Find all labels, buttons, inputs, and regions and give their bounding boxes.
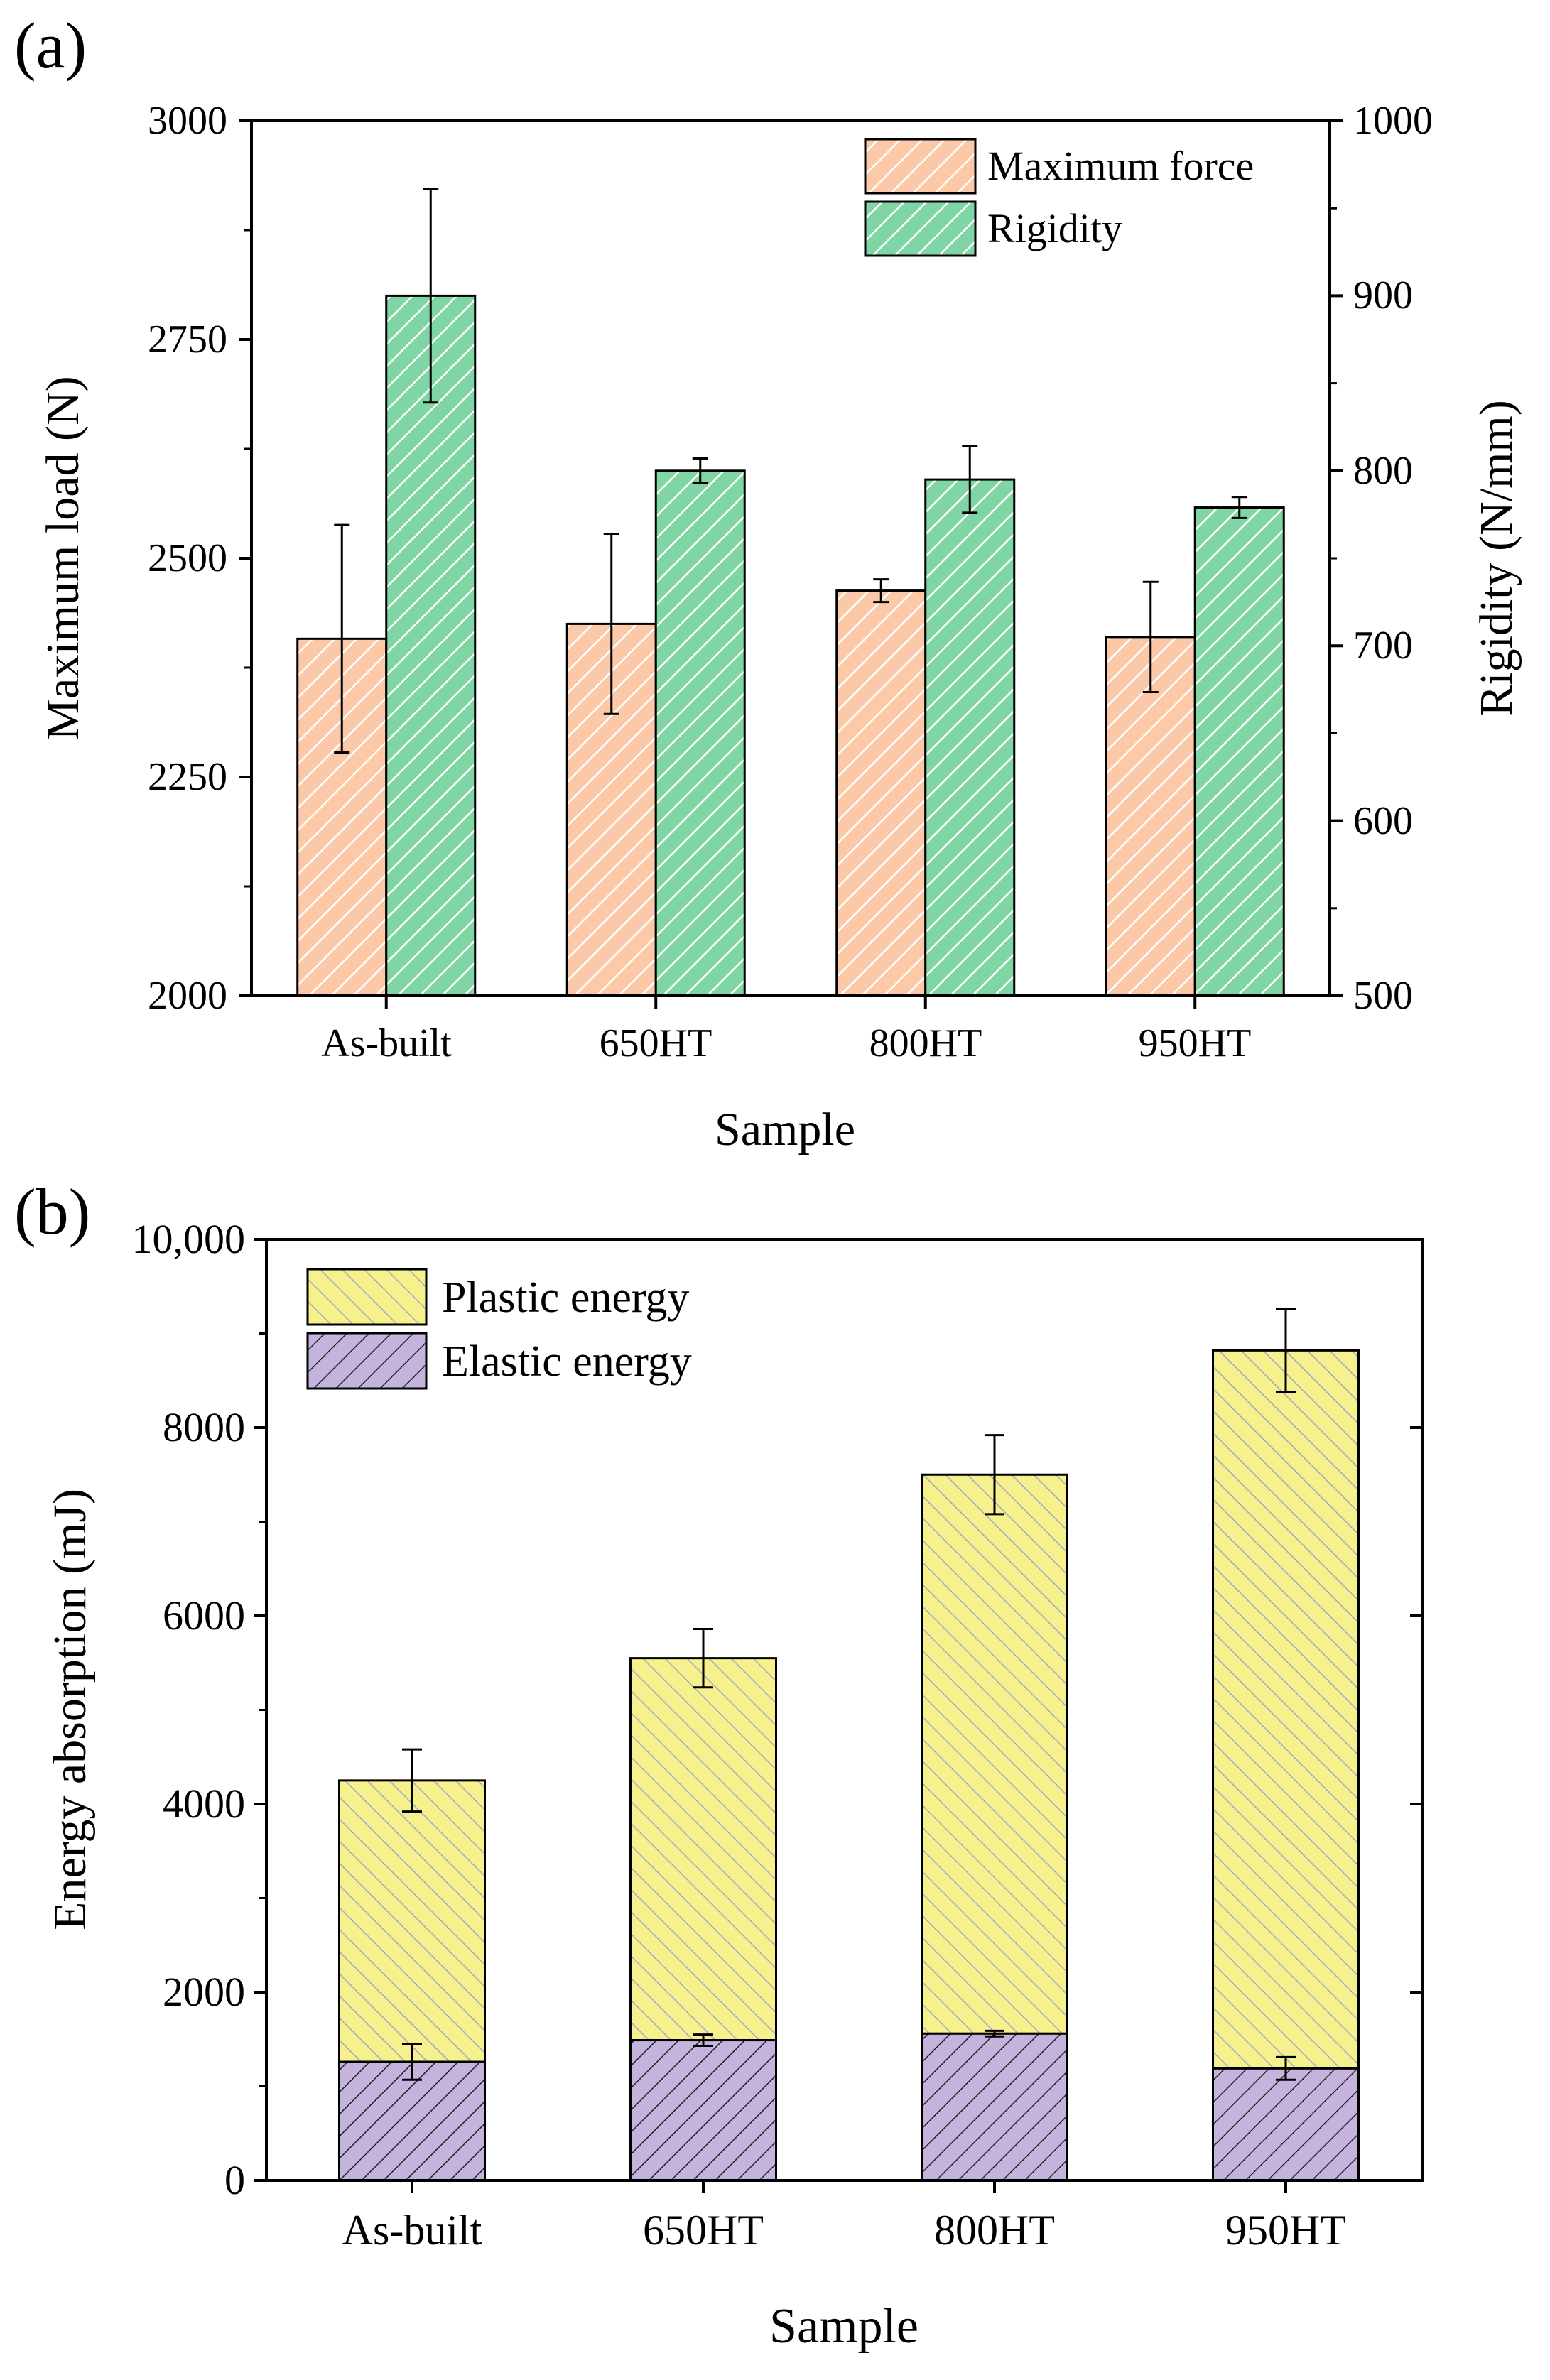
errorbar-maximum-force-as-built bbox=[334, 523, 350, 754]
panel-b-errorbars bbox=[402, 1308, 1296, 2081]
panel-a-right-tick-label: 700 bbox=[1353, 624, 1413, 668]
bar-elastic-energy-800ht bbox=[921, 2032, 1068, 2182]
panel-a-x-ticks bbox=[384, 996, 1197, 1009]
bar-elastic-energy-650ht bbox=[629, 2039, 777, 2182]
panel-a-left-tick-label: 2500 bbox=[148, 536, 227, 580]
bar-elastic-energy-950ht bbox=[1212, 2067, 1360, 2182]
bar-maximum-force-800ht bbox=[835, 589, 927, 997]
bar-rigidity-650ht bbox=[654, 469, 746, 997]
panel-b-left-ticks bbox=[254, 1238, 1423, 2182]
errorbar-maximum-force-800ht bbox=[873, 578, 889, 604]
panel-b-label: (b) bbox=[14, 1175, 90, 1248]
panel-b-category-label: 950HT bbox=[1225, 2207, 1346, 2254]
panel-a-left-ticks bbox=[239, 119, 251, 997]
bar-maximum-force-950ht bbox=[1105, 636, 1196, 997]
panel-a-left-tick-label: 3000 bbox=[148, 99, 227, 143]
errorbar-rigidity-950ht bbox=[1231, 496, 1247, 519]
panel-a-right-tick-label: 600 bbox=[1353, 799, 1413, 843]
bar-plastic-energy-800ht bbox=[921, 1473, 1068, 2035]
panel-a-left-tick-label: 2250 bbox=[148, 755, 227, 799]
panel-a-right-tick-label: 900 bbox=[1353, 273, 1413, 317]
panel-b-category-label: 800HT bbox=[934, 2207, 1055, 2254]
panel-b: (b) 0 2000 4000 6000 8000 10,000 As-buil… bbox=[14, 1175, 1424, 2354]
panel-b-tick-label: 8000 bbox=[163, 1404, 245, 1450]
panel-b-x-ticks bbox=[411, 2180, 1287, 2193]
errorbar-rigidity-800ht bbox=[962, 445, 978, 514]
bar-rigidity-as-built bbox=[385, 294, 477, 997]
bar-plastic-energy-as-built bbox=[338, 1779, 486, 2063]
panel-a-legend: Maximum force Rigidity bbox=[864, 138, 1254, 257]
panel-a-category-label: As-built bbox=[321, 1021, 452, 1065]
panel-a-y-axis-title: Maximum load (N) bbox=[37, 376, 89, 740]
panel-a-category-label: 950HT bbox=[1139, 1021, 1252, 1065]
errorbar-rigidity-650ht bbox=[692, 457, 708, 484]
panel-b-x-axis-title: Sample bbox=[769, 2299, 918, 2354]
legend-swatch-maximum-force bbox=[864, 138, 977, 195]
errorbar-elastic-800ht bbox=[985, 2029, 1004, 2038]
errorbar-rigidity-as-built bbox=[423, 188, 439, 404]
legend-label-elastic-energy: Elastic energy bbox=[442, 1337, 692, 1386]
panel-a-right-ticks bbox=[1330, 119, 1343, 997]
errorbar-total-as-built bbox=[402, 1748, 422, 1813]
panel-b-category-label: As-built bbox=[342, 2207, 482, 2254]
errorbar-elastic-as-built bbox=[402, 2043, 422, 2081]
panel-a-category-label: 800HT bbox=[869, 1021, 982, 1065]
panel-b-y-axis-title: Energy absorption (mJ) bbox=[44, 1489, 96, 1930]
panel-a-right-tick-label: 800 bbox=[1353, 449, 1413, 493]
errorbar-total-650ht bbox=[693, 1628, 713, 1689]
panel-b-tick-label: 0 bbox=[224, 2157, 245, 2203]
panel-b-tick-label: 6000 bbox=[163, 1592, 245, 1639]
legend-swatch-elastic-energy bbox=[306, 1332, 428, 1390]
legend-label-rigidity: Rigidity bbox=[987, 205, 1122, 251]
errorbar-total-800ht bbox=[985, 1434, 1004, 1516]
panel-a-bars bbox=[296, 294, 1285, 997]
panel-a-errorbars bbox=[334, 188, 1247, 754]
panel-b-tick-label: 4000 bbox=[163, 1781, 245, 1827]
panel-a: (a) 2000 2250 2500 2750 3000 500 600 700… bbox=[14, 9, 1522, 1156]
panel-b-bars bbox=[338, 1349, 1360, 2182]
panel-b-category-label: 650HT bbox=[643, 2207, 764, 2254]
errorbar-elastic-650ht bbox=[693, 2033, 713, 2048]
legend-label-plastic-energy: Plastic energy bbox=[442, 1273, 689, 1322]
panel-a-left-tick-label: 2000 bbox=[148, 974, 227, 1018]
legend-swatch-rigidity bbox=[864, 200, 977, 257]
errorbar-elastic-950ht bbox=[1276, 2055, 1296, 2081]
bar-plastic-energy-650ht bbox=[629, 1657, 777, 2042]
panel-a-right-tick-label: 500 bbox=[1353, 974, 1413, 1018]
panel-b-tick-label: 2000 bbox=[163, 1969, 245, 2015]
panel-a-right-tick-label: 1000 bbox=[1353, 99, 1433, 143]
panel-b-tick-label: 10,000 bbox=[132, 1216, 246, 1262]
bar-rigidity-800ht bbox=[924, 478, 1016, 997]
errorbar-maximum-force-950ht bbox=[1142, 580, 1159, 693]
panel-a-category-label: 650HT bbox=[600, 1021, 712, 1065]
panel-a-label: (a) bbox=[14, 9, 87, 82]
errorbar-maximum-force-650ht bbox=[603, 533, 619, 715]
panel-a-x-axis-title: Sample bbox=[715, 1104, 855, 1156]
bar-rigidity-950ht bbox=[1193, 506, 1285, 997]
errorbar-total-950ht bbox=[1276, 1308, 1296, 1393]
panel-b-legend: Plastic energy Elastic energy bbox=[306, 1268, 692, 1390]
bar-plastic-energy-950ht bbox=[1212, 1349, 1360, 2070]
bar-elastic-energy-as-built bbox=[338, 2060, 486, 2182]
legend-swatch-plastic-energy bbox=[306, 1268, 428, 1326]
panel-a-y2-axis-title: Rigidity (N/mm) bbox=[1470, 400, 1522, 717]
legend-label-maximum-force: Maximum force bbox=[987, 143, 1254, 189]
panel-a-left-tick-label: 2750 bbox=[148, 317, 227, 362]
